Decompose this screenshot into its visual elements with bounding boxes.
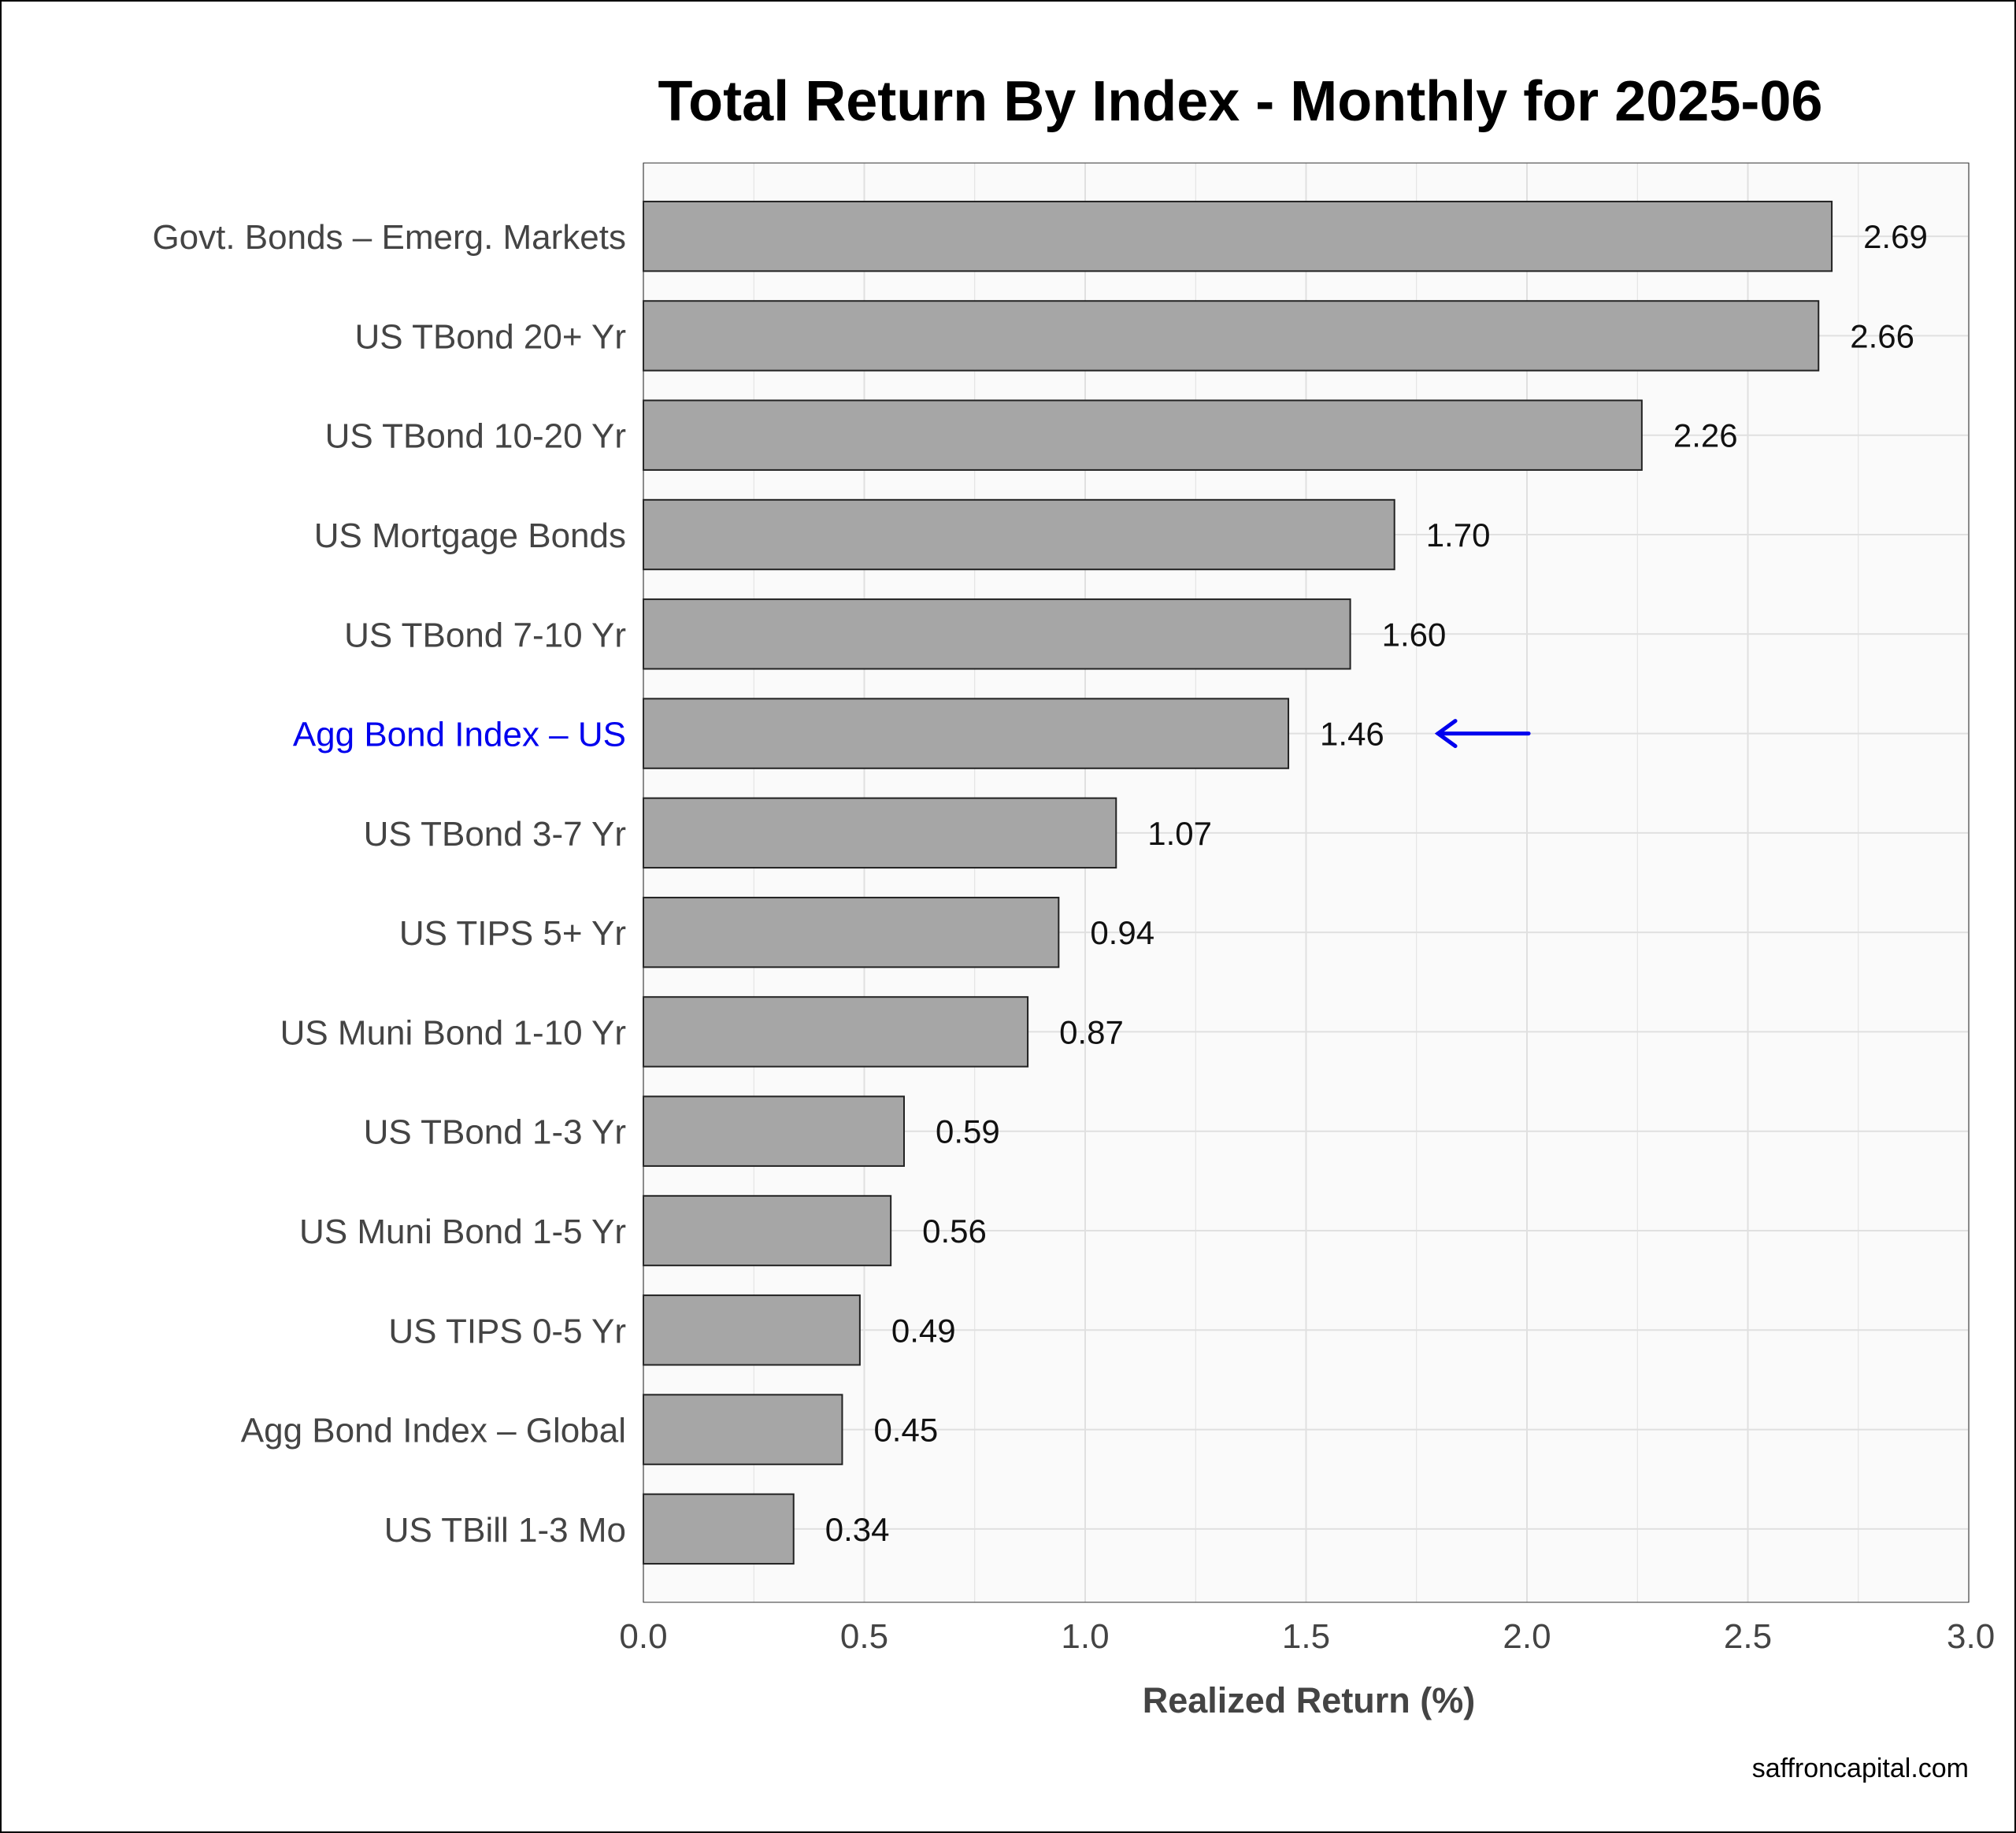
- category-label: Agg Bond Index – Global: [241, 1412, 626, 1450]
- bar-value-label: 1.46: [1320, 716, 1384, 753]
- bar-value-label: 1.60: [1382, 616, 1447, 653]
- category-label: US TBond 1-3 Yr: [364, 1113, 626, 1152]
- bar: [643, 300, 1820, 372]
- bar: [643, 598, 1351, 670]
- category-label: US TBond 3-7 Yr: [364, 815, 626, 854]
- category-label: US TIPS 0-5 Yr: [388, 1312, 626, 1350]
- category-label: US Mortgage Bonds: [314, 517, 626, 555]
- bar: [643, 996, 1029, 1068]
- x-tick-label: 0.5: [840, 1617, 888, 1656]
- plot-border: [643, 162, 1970, 1603]
- bar: [643, 1394, 843, 1465]
- bar-value-label: 0.59: [936, 1113, 1000, 1150]
- category-label: US TBill 1-3 Mo: [384, 1511, 626, 1550]
- bar-value-label: 0.94: [1090, 914, 1154, 951]
- x-axis-title: Realized Return (%): [1143, 1680, 1476, 1720]
- bar: [643, 1194, 892, 1267]
- x-tick-label: 3.0: [1947, 1617, 1995, 1656]
- category-label: US TBond 10-20 Yr: [325, 417, 626, 456]
- bar: [643, 698, 1290, 769]
- x-tick-label: 1.0: [1061, 1617, 1109, 1656]
- bar-value-label: 1.70: [1426, 517, 1491, 554]
- bar: [643, 1095, 905, 1167]
- category-label: US TBond 20+ Yr: [355, 317, 626, 356]
- bar: [643, 1493, 795, 1565]
- arrow-head: [1434, 719, 1458, 749]
- bar-value-label: 0.34: [825, 1511, 890, 1548]
- category-label: Govt. Bonds – Emerg. Markets: [152, 218, 626, 257]
- category-label: US Muni Bond 1-5 Yr: [299, 1213, 626, 1251]
- bar-value-label: 0.56: [922, 1213, 987, 1250]
- category-label: US TIPS 5+ Yr: [399, 914, 626, 953]
- bar: [643, 498, 1395, 571]
- category-label: US TBond 7-10 Yr: [344, 616, 626, 654]
- bar-value-label: 0.87: [1059, 1013, 1124, 1050]
- x-tick-label: 0.0: [619, 1617, 667, 1656]
- chart-title: Total Return By Index - Monthly for 2025…: [658, 70, 1823, 133]
- bar-value-label: 2.26: [1673, 417, 1738, 454]
- category-label: Agg Bond Index – US: [293, 716, 626, 754]
- bar: [643, 896, 1060, 968]
- bar-value-label: 0.45: [873, 1412, 938, 1449]
- bar: [643, 1294, 861, 1366]
- x-tick-label: 2.0: [1503, 1617, 1551, 1656]
- bar-value-label: 2.66: [1850, 317, 1914, 354]
- highlight-arrow: [1434, 719, 1531, 749]
- bar: [643, 200, 1833, 272]
- bar-value-label: 1.07: [1147, 815, 1212, 852]
- x-tick-label: 2.5: [1724, 1617, 1772, 1656]
- x-tick-label: 1.5: [1282, 1617, 1330, 1656]
- bar: [643, 399, 1643, 471]
- bar-value-label: 2.69: [1863, 218, 1928, 255]
- category-label: US Muni Bond 1-10 Yr: [280, 1013, 626, 1052]
- bar-value-label: 0.49: [891, 1312, 956, 1349]
- bar: [643, 797, 1117, 869]
- plot-area: 2.69 Govt. Bonds – Emerg. Markets 2.66 US T…: [152, 162, 1995, 1656]
- source-caption: saffroncapital.com: [1752, 1753, 1969, 1783]
